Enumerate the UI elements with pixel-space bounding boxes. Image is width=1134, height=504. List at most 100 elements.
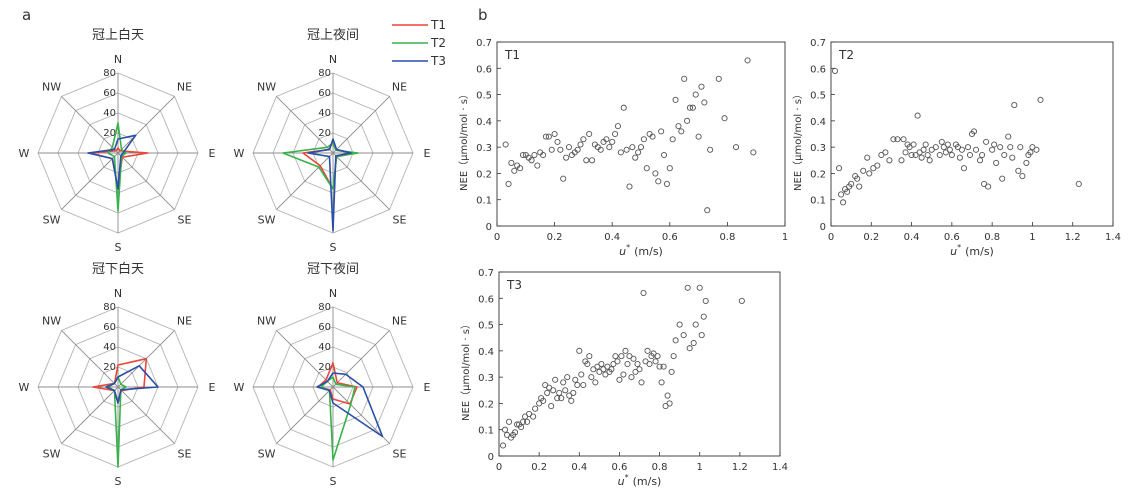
radar-series-T3: [87, 134, 137, 190]
radar-ring-label: 40: [318, 342, 331, 353]
data-point: [656, 363, 663, 370]
radar-title: 冠下夜间: [307, 262, 359, 277]
data-point: [958, 146, 965, 153]
data-point: [551, 130, 558, 138]
data-point: [675, 123, 682, 130]
data-point: [836, 165, 843, 172]
legend-label: T2: [430, 36, 446, 50]
data-point: [715, 75, 722, 82]
x-tick-label: 0.6: [611, 462, 627, 473]
data-point: [603, 136, 610, 143]
data-point: [634, 360, 641, 368]
x-tick-label: 1.4: [1105, 232, 1121, 243]
data-point: [580, 136, 587, 143]
data-point: [626, 183, 633, 190]
radar-ring-label: 60: [318, 322, 331, 333]
x-axis-label-unit: (m/s): [634, 245, 663, 258]
radar-spoke: [117, 386, 175, 444]
data-point: [890, 136, 897, 143]
radar-ring-label: 40: [103, 342, 116, 353]
radar-ring-label: 60: [103, 322, 116, 333]
data-point: [512, 429, 519, 436]
radar-spoke: [332, 152, 390, 210]
data-point: [548, 146, 555, 153]
data-point: [592, 379, 599, 386]
data-point: [583, 157, 590, 164]
data-point: [598, 360, 605, 368]
data-point: [580, 381, 587, 389]
data-point: [616, 376, 623, 383]
y-tick-label: 0.6: [810, 64, 826, 75]
x-tick-label: 1: [782, 232, 788, 243]
radar-spoke: [276, 330, 334, 388]
data-point: [644, 347, 651, 354]
radar-direction-label: S: [330, 475, 337, 488]
data-point: [524, 418, 531, 425]
data-point: [744, 57, 751, 64]
radar-direction-label: W: [234, 381, 245, 394]
data-point: [669, 136, 676, 143]
data-point: [505, 418, 513, 425]
data-point: [643, 165, 650, 172]
plot-frame: [496, 41, 786, 227]
data-point: [505, 180, 512, 187]
data-point: [1017, 144, 1024, 151]
data-point: [898, 157, 905, 164]
data-point: [926, 157, 933, 164]
data-point: [874, 162, 881, 169]
radar-direction-label: NE: [177, 315, 192, 328]
data-point: [532, 405, 539, 412]
data-point: [628, 374, 635, 381]
plot-frame: [830, 41, 1114, 227]
data-point: [704, 207, 711, 214]
radar-spoke: [61, 330, 119, 388]
data-point: [970, 128, 978, 135]
radar-direction-label: NW: [257, 81, 276, 94]
radar-direction-label: SW: [258, 447, 276, 460]
data-point: [979, 151, 986, 159]
radar-title: 冠下白天: [92, 261, 144, 277]
x-tick-label: 0: [828, 232, 834, 243]
data-point: [680, 332, 687, 339]
y-tick-label: 0.2: [478, 399, 494, 410]
x-tick-label: 0: [496, 462, 502, 473]
data-point: [989, 146, 996, 153]
data-point: [1015, 167, 1022, 174]
radar-direction-label: SW: [43, 213, 61, 226]
data-point: [540, 151, 547, 159]
legend-item-T2: T2: [392, 36, 446, 50]
data-point: [666, 400, 673, 407]
data-point: [750, 149, 757, 156]
radar-direction-label: NE: [177, 81, 192, 94]
y-axis-label: NEE（μmol/mol · s）: [460, 319, 472, 421]
y-tick-label: 0: [486, 222, 492, 233]
radar-direction-label: E: [209, 381, 216, 394]
radar-direction-label: SE: [392, 447, 406, 460]
data-point: [646, 360, 653, 368]
data-point: [678, 128, 685, 135]
data-point: [588, 157, 596, 164]
radar-spoke: [276, 96, 334, 154]
radar-spoke: [61, 96, 119, 154]
data-point: [584, 360, 591, 368]
data-point: [972, 146, 980, 153]
plot-frame: [498, 271, 781, 457]
data-point: [985, 183, 992, 190]
data-point: [560, 175, 567, 182]
data-point: [695, 133, 702, 140]
radar-series-T3: [316, 372, 384, 438]
data-point: [660, 151, 668, 159]
data-point: [922, 141, 929, 148]
x-tick-label: 1: [1029, 232, 1035, 243]
data-point: [838, 191, 845, 198]
data-point: [609, 138, 616, 145]
data-point: [844, 188, 851, 195]
x-axis-label-sup: *: [625, 473, 629, 482]
x-axis-label-var: u: [619, 245, 626, 258]
y-tick-label: 0.4: [476, 117, 492, 128]
data-point: [920, 146, 927, 153]
data-point: [544, 389, 551, 396]
data-point: [630, 355, 637, 362]
x-axis-label-unit: (m/s): [965, 245, 994, 258]
